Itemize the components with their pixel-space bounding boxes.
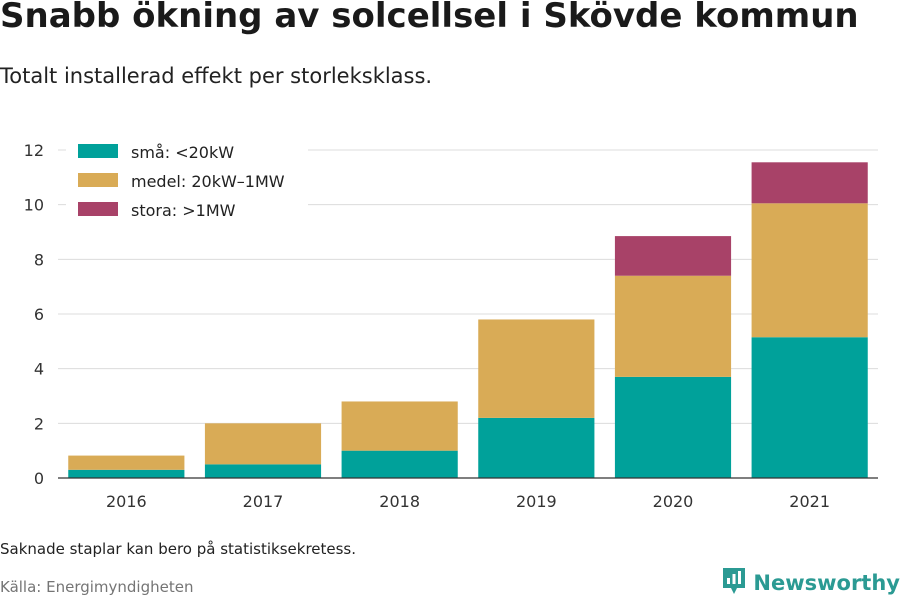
x-tick-label: 2017 [243, 492, 284, 511]
bar-segment [68, 469, 185, 478]
x-tick-label: 2019 [516, 492, 557, 511]
bar-segment [204, 464, 322, 478]
bar-segment [751, 203, 868, 338]
y-tick-label: 10 [24, 196, 44, 215]
brand-logo: Newsworthy [721, 566, 900, 600]
bar-segment [751, 162, 868, 204]
bar-segment [68, 455, 185, 470]
bar-segment [478, 319, 595, 418]
bar-segment [204, 423, 322, 465]
footnote: Saknade staplar kan bero på statistiksek… [0, 540, 357, 558]
x-tick-label: 2021 [789, 492, 830, 511]
bar-segment [614, 376, 732, 478]
legend: små: <20kW medel: 20kW–1MW stora: >1MW [66, 136, 308, 226]
y-tick-label: 0 [34, 469, 44, 488]
brand-name: Newsworthy [753, 571, 900, 595]
y-tick-label: 8 [34, 250, 44, 269]
stacked-bar-chart: 0 2 4 6 8 10 12 2016 2017 2018 2019 2020 2021 små: <… [23, 136, 878, 511]
bar-segment [614, 236, 732, 276]
chart-title: Snabb ökning av solcellsel i Skövde komm… [0, 0, 859, 36]
bars [68, 162, 868, 478]
legend-swatch [78, 144, 118, 158]
bar-segment [614, 275, 732, 377]
x-tick-label: 2016 [106, 492, 147, 511]
axes: 0 2 4 6 8 10 12 2016 2017 2018 2019 2020 2021 [24, 141, 878, 511]
x-tick-label: 2020 [653, 492, 694, 511]
bar-segment [341, 450, 458, 478]
newsworthy-logo-icon [721, 566, 747, 600]
y-tick-label: 2 [34, 414, 44, 433]
legend-label: stora: >1MW [131, 201, 236, 220]
y-tick-label: 4 [34, 360, 44, 379]
legend-swatch [78, 202, 118, 216]
chart-subtitle: Totalt installerad effekt per storlekskl… [0, 64, 433, 88]
x-tick-label: 2018 [379, 492, 420, 511]
bar-segment [341, 401, 458, 451]
source-credit: Källa: Energimyndigheten [0, 578, 194, 596]
legend-label: små: <20kW [131, 143, 234, 162]
legend-label: medel: 20kW–1MW [131, 172, 285, 191]
legend-swatch [78, 173, 118, 187]
bar-segment [751, 337, 868, 478]
y-tick-label: 12 [24, 141, 44, 160]
bar-segment [478, 417, 595, 478]
y-tick-label: 6 [34, 305, 44, 324]
